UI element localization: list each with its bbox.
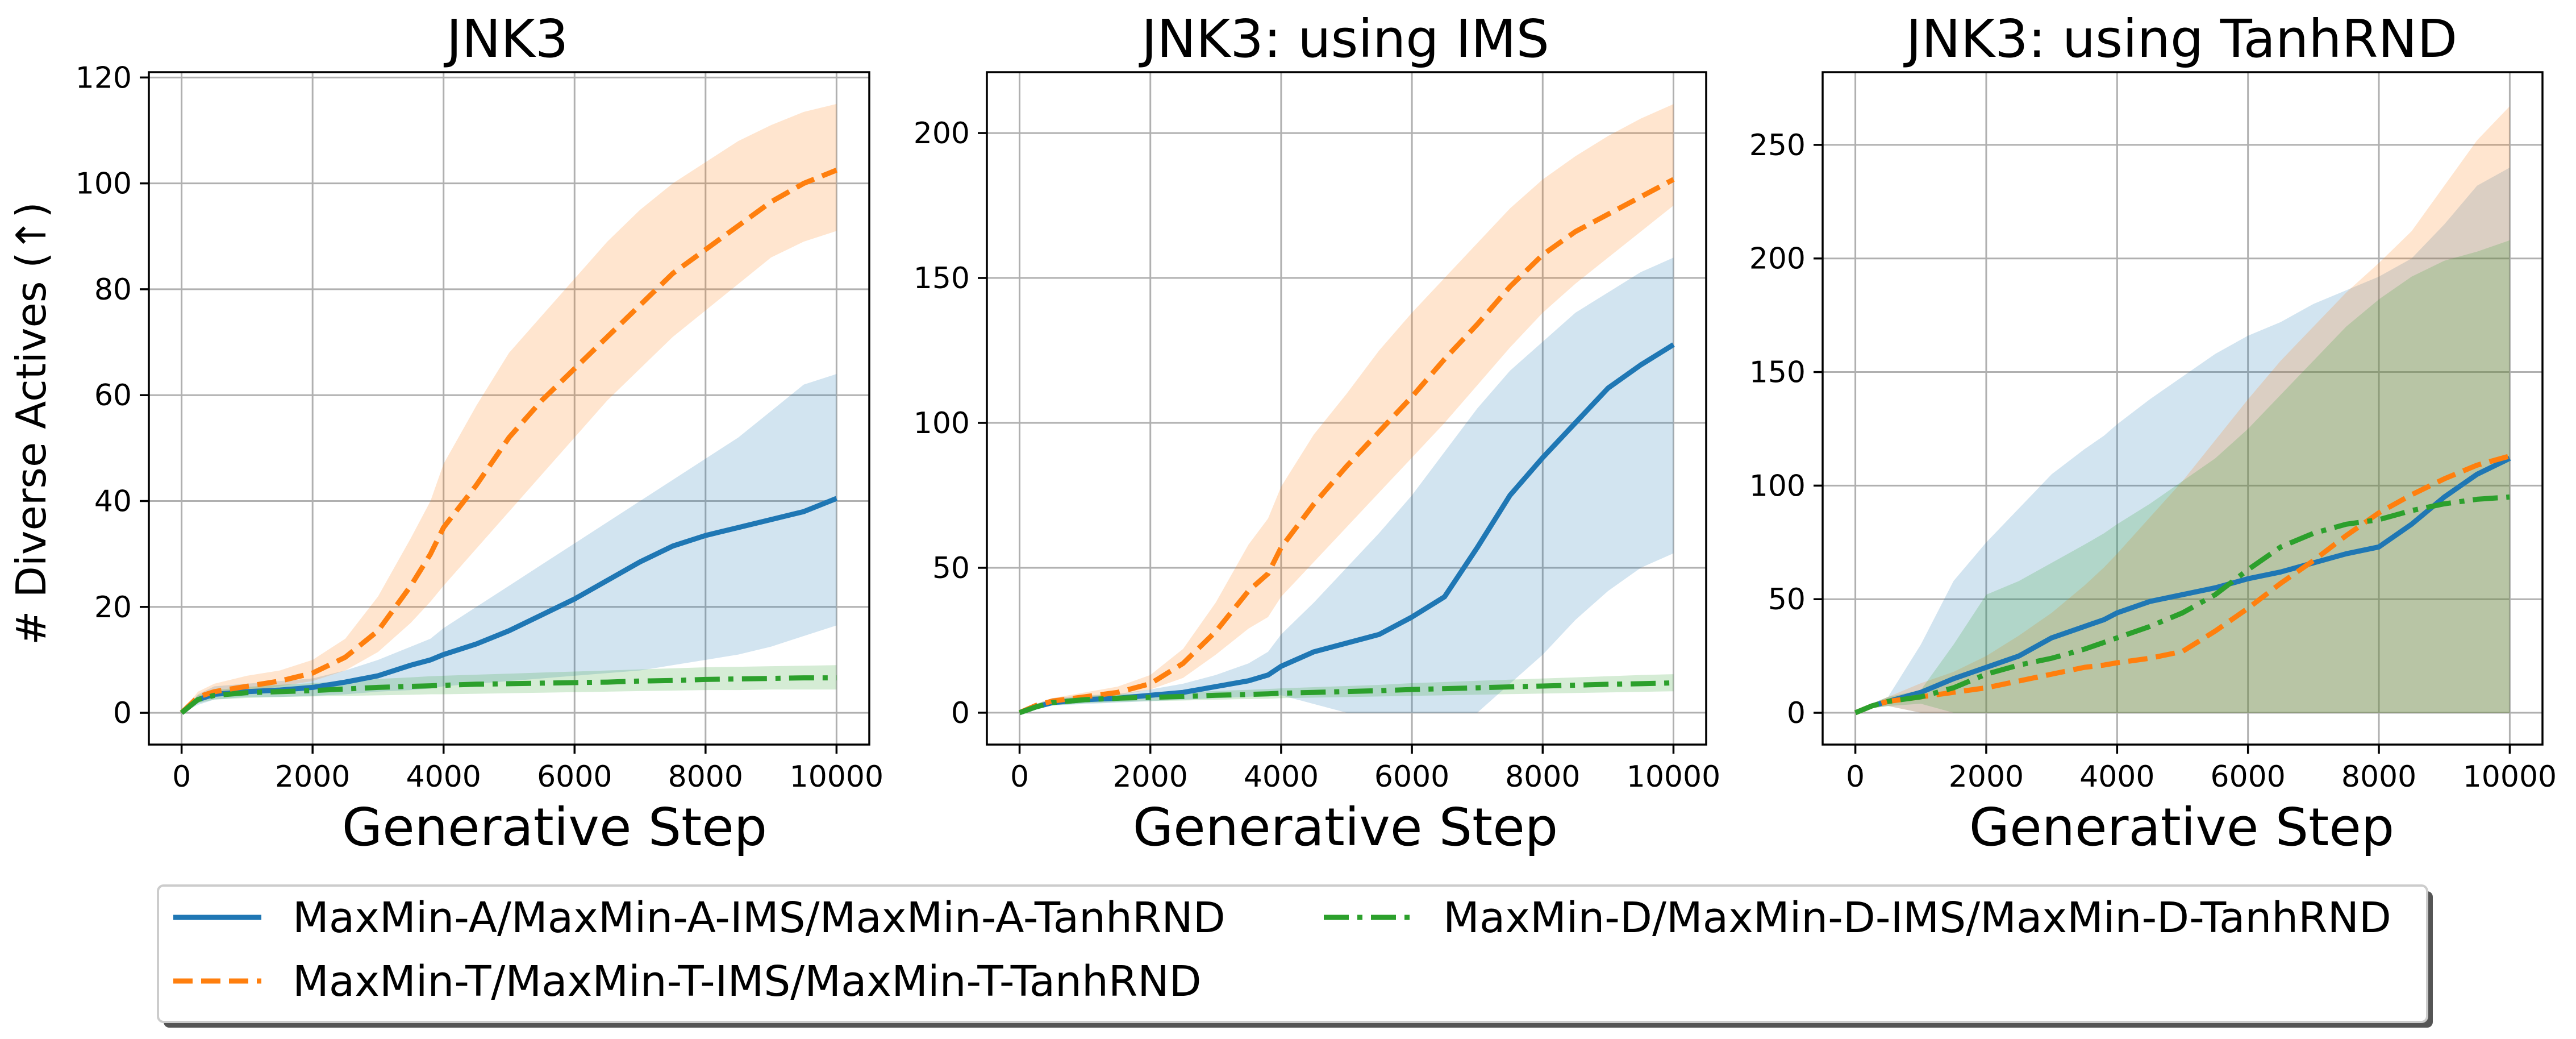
band-maxmin-d <box>181 665 837 713</box>
x-tick-label: 0 <box>172 760 191 794</box>
x-tick-label: 10000 <box>1627 760 1720 794</box>
confidence-bands <box>181 103 837 713</box>
x-tick-label: 10000 <box>790 760 883 794</box>
y-tick-label: 0 <box>1787 696 1806 730</box>
confidence-bands <box>1855 106 2510 713</box>
y-tick-label: 120 <box>76 61 132 95</box>
y-tick-label: 40 <box>94 485 132 519</box>
x-tick-label: 8000 <box>2341 760 2416 794</box>
x-tick-label: 2000 <box>275 760 350 794</box>
line-maxmin-d-ims <box>1018 680 1674 716</box>
subplot-title: JNK3: using IMS <box>1139 9 1549 69</box>
x-tick-label: 0 <box>1846 760 1865 794</box>
y-tick-label: 100 <box>914 406 970 440</box>
band-maxmin-a-tanhrnd <box>1855 167 2510 713</box>
legend-label-maxmin-d: MaxMin-D/MaxMin-D-IMS/MaxMin-D-TanhRND <box>1443 893 2391 942</box>
legend-label-maxmin-t: MaxMin-T/MaxMin-T-IMS/MaxMin-T-TanhRND <box>293 957 1202 1006</box>
band-maxmin-a <box>181 374 837 713</box>
line-maxmin-a-ims <box>1018 342 1675 716</box>
y-tick-label: 0 <box>113 696 132 730</box>
y-tick-label: 100 <box>76 167 132 201</box>
band-maxmin-d-tanhrnd <box>1855 240 2510 713</box>
line-maxmin-t <box>180 168 838 715</box>
legend-frame <box>157 884 2428 1023</box>
axes-frame <box>148 71 870 746</box>
line-maxmin-t-tanhrnd <box>1854 454 2511 716</box>
band-maxmin-t-tanhrnd <box>1855 106 2510 713</box>
axes: 0 2000 4000 6000 8000 10000 0 20 40 60 80 100 120 <box>76 61 883 794</box>
subplot-title: JNK3: using TanhRND <box>1903 9 2457 69</box>
axes: 0 2000 4000 6000 8000 10000 0 50 100 150 200 <box>914 72 1720 794</box>
y-tick-label: 250 <box>1749 128 1806 163</box>
series-lines <box>1854 454 2511 716</box>
x-tick-label: 6000 <box>537 760 612 794</box>
y-tick-label: 150 <box>1749 356 1806 390</box>
y-tick-label: 50 <box>932 551 970 585</box>
subplot-title: JNK3 <box>444 9 569 69</box>
subplot-jnk3-tanhrnd: 0 2000 4000 6000 8000 10000 0 50 100 150 200 250 JN… <box>1749 9 2557 858</box>
series-lines <box>180 168 838 715</box>
subplot-jnk3-ims: 0 2000 4000 6000 8000 10000 0 50 100 150 200 JNK3:… <box>914 9 1720 858</box>
x-axis-label: Generative Step <box>342 797 767 858</box>
subplot-jnk3: 0 2000 4000 6000 8000 10000 0 20 40 60 80 100 120 JN… <box>7 9 883 858</box>
y-tick-label: 100 <box>1749 469 1806 503</box>
band-maxmin-t <box>181 103 837 713</box>
x-tick-label: 4000 <box>406 760 481 794</box>
x-tick-label: 8000 <box>668 760 743 794</box>
y-tick-label: 200 <box>1749 242 1806 276</box>
y-tick-label: 0 <box>951 696 970 730</box>
line-maxmin-a <box>180 496 838 715</box>
y-tick-label: 200 <box>914 117 970 151</box>
y-tick-label: 60 <box>94 379 132 413</box>
legend: MaxMin-A/MaxMin-A-IMS/MaxMin-A-TanhRND M… <box>157 884 2433 1028</box>
x-tick-label: 4000 <box>2079 760 2154 794</box>
series-lines <box>1018 177 1675 716</box>
y-tick-label: 20 <box>94 591 132 625</box>
x-tick-label: 0 <box>1010 760 1029 794</box>
x-axis-label: Generative Step <box>1969 797 2394 858</box>
band-maxmin-t-ims <box>1019 104 1674 713</box>
x-tick-label: 6000 <box>2211 760 2286 794</box>
y-tick-label: 80 <box>94 273 132 307</box>
legend-label-maxmin-a: MaxMin-A/MaxMin-A-IMS/MaxMin-A-TanhRND <box>293 893 1226 942</box>
x-tick-label: 2000 <box>1949 760 2024 794</box>
x-tick-label: 8000 <box>1505 760 1580 794</box>
band-maxmin-d-ims <box>1019 674 1674 713</box>
y-tick-label: 150 <box>914 261 970 296</box>
line-maxmin-t-ims <box>1018 177 1675 716</box>
y-tick-label: 50 <box>1768 583 1806 617</box>
x-tick-label: 10000 <box>2463 760 2557 794</box>
x-tick-label: 2000 <box>1113 760 1188 794</box>
line-maxmin-a-tanhrnd <box>1854 456 2511 716</box>
confidence-bands <box>1019 104 1674 713</box>
y-axis-label: # Diverse Actives (↑) <box>7 202 55 645</box>
line-maxmin-d <box>180 675 837 715</box>
line-maxmin-d-tanhrnd <box>1854 494 2510 716</box>
x-tick-label: 4000 <box>1244 760 1319 794</box>
x-tick-label: 6000 <box>1374 760 1449 794</box>
x-axis-label: Generative Step <box>1133 797 1558 858</box>
band-maxmin-a-ims <box>1019 257 1674 713</box>
axes: 0 2000 4000 6000 8000 10000 0 50 100 150 200 250 <box>1749 72 2557 794</box>
axes-frame <box>986 71 1707 746</box>
axes-frame <box>1821 71 2544 746</box>
